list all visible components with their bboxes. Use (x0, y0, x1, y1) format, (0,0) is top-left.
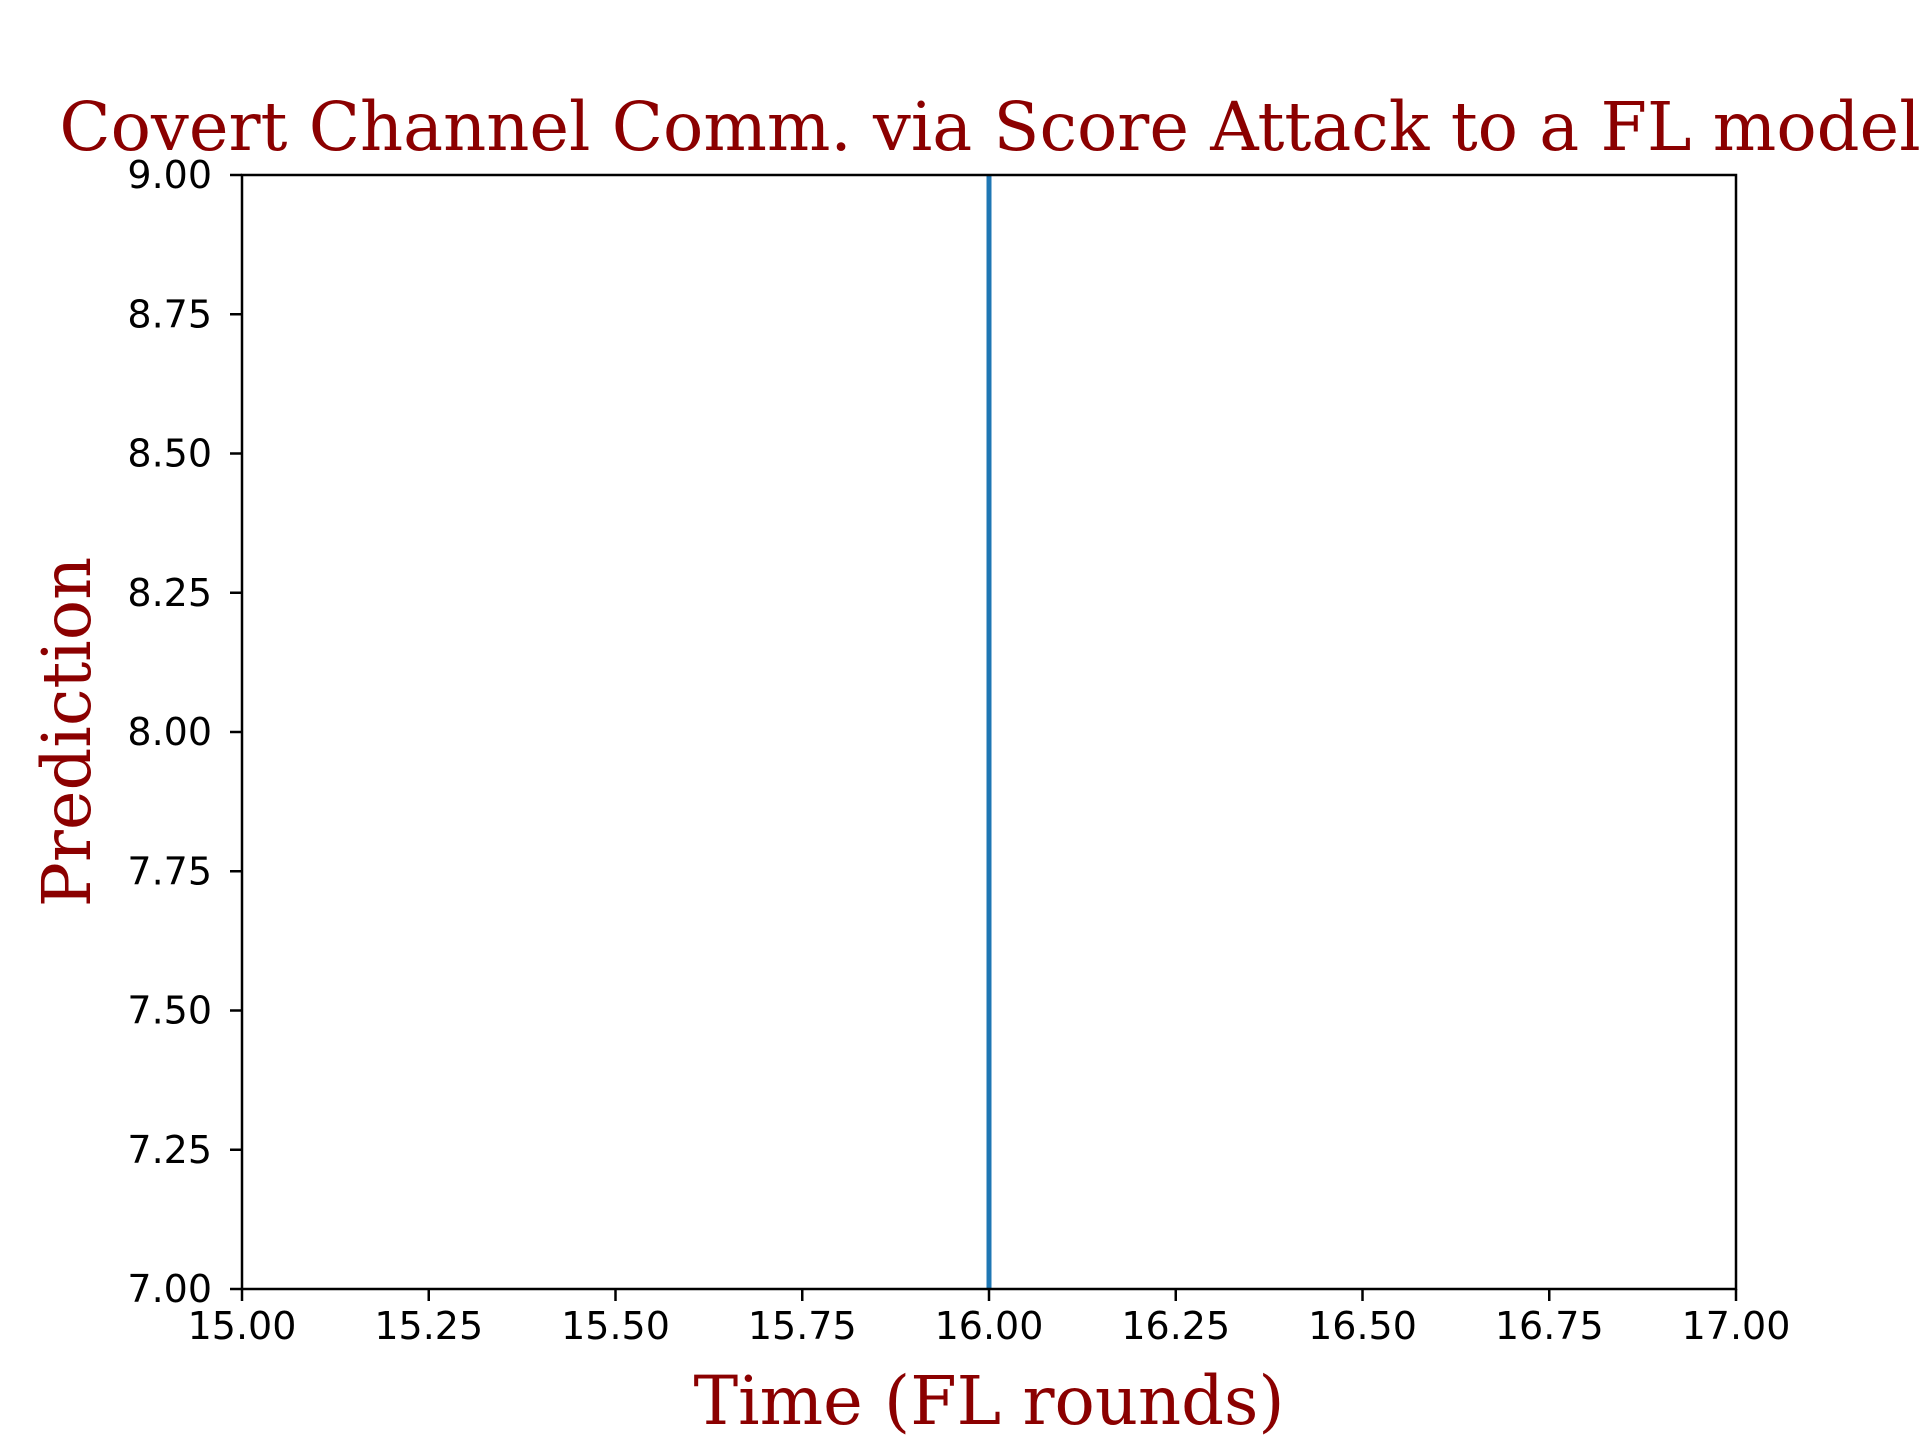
plot-area (240, 173, 1738, 1291)
x-tick-label: 15.00 (188, 1304, 297, 1348)
y-tick-label: 8.50 (127, 432, 212, 476)
x-axis-ticks: 15.00 15.25 15.50 15.75 16.00 16.25 16.50 16.75… (188, 1289, 1791, 1348)
y-tick-label: 7.25 (127, 1128, 212, 1172)
x-tick-label: 16.00 (935, 1304, 1044, 1348)
x-tick-label: 15.75 (748, 1304, 857, 1348)
y-tick-label: 9.00 (127, 153, 212, 197)
y-axis-ticks: 7.00 7.25 7.50 7.75 8.00 8.25 8.50 8.75 9.00 (127, 153, 242, 1311)
y-tick-label: 7.75 (127, 849, 212, 893)
y-tick-label: 8.75 (127, 292, 212, 336)
x-tick-label: 15.50 (561, 1304, 670, 1348)
y-axis-label: Prediction (28, 557, 106, 907)
chart-title: Covert Channel Comm. via Score Attack to… (59, 88, 1920, 166)
y-tick-label: 8.00 (127, 710, 212, 754)
y-tick-label: 8.25 (127, 571, 212, 615)
x-tick-label: 15.25 (374, 1304, 483, 1348)
x-tick-label: 17.00 (1682, 1304, 1791, 1348)
y-tick-label: 7.50 (127, 989, 212, 1033)
x-tick-label: 16.25 (1121, 1304, 1230, 1348)
x-tick-label: 16.75 (1495, 1304, 1604, 1348)
x-axis-label: Time (FL rounds) (693, 1362, 1284, 1440)
x-tick-label: 16.50 (1308, 1304, 1417, 1348)
y-tick-label: 7.00 (127, 1267, 212, 1311)
